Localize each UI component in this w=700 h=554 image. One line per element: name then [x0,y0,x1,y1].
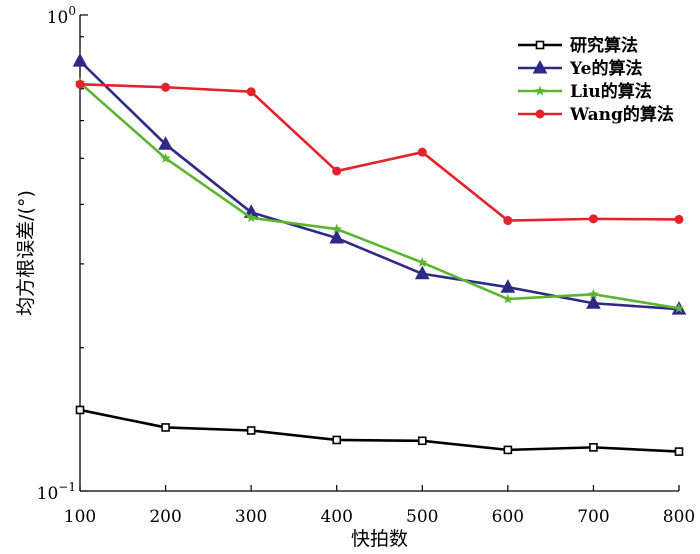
data-point [245,212,257,223]
data-point [500,279,516,293]
data-point [332,435,342,445]
x-tick-label: 100 [64,507,96,527]
x-ticks: 100 200 300 400 500 600 700 800 [64,485,695,527]
x-tick-label: 800 [663,507,695,527]
legend-label: Wang的算法 [569,104,674,125]
data-point [75,79,85,89]
y-ticks: 100 10−1 [37,4,88,504]
legend-item: Wang的算法 [518,104,674,125]
legend-item: Ye的算法 [518,58,642,79]
x-tick-label: 300 [235,507,267,527]
data-point [586,295,601,309]
legend-label: 研究算法 [570,35,638,56]
x-tick-label: 200 [149,507,181,527]
data-point [158,136,173,150]
data-point [417,147,427,157]
x-tick-label: 600 [492,507,524,527]
series-line [79,81,680,310]
x-tick-label: 500 [406,507,438,527]
data-point [674,447,684,456]
legend-marker [532,59,548,74]
data-point [331,223,342,234]
legend-label: Liu的算法 [570,81,652,102]
data-point [75,405,85,415]
data-point [503,445,513,455]
data-point [329,229,345,244]
data-point [417,436,427,446]
data-point [332,166,342,176]
data-point [503,216,513,226]
data-point [246,87,256,97]
series-3 [75,79,684,226]
series-layer [72,53,687,456]
data-point [673,302,685,313]
legend-marker [534,85,546,96]
data-point [588,288,599,299]
data-point [502,293,514,304]
y-tick-label: 10−1 [37,480,76,504]
x-axis-title: 快拍数 [351,528,408,550]
legend-item: Liu的算法 [518,81,652,102]
legend-marker [535,40,545,50]
data-point [589,443,598,452]
y-axis-title: 均方根误差/(°) [15,190,37,316]
data-point [417,257,428,267]
data-point [246,426,256,435]
data-point [674,214,684,224]
data-point [72,53,88,67]
series-line [79,60,680,311]
data-point [588,214,598,224]
data-point [161,82,171,92]
series-line [79,408,680,453]
legend-label: Ye的算法 [569,58,642,79]
data-point [160,152,171,163]
series-0 [75,405,684,456]
data-point [161,423,170,432]
x-tick-label: 700 [577,507,609,527]
data-point [414,265,430,280]
y-tick-label: 100 [47,4,76,28]
series-line [79,83,680,222]
legend-item: 研究算法 [518,35,638,56]
legend-marker [535,109,545,119]
x-tick-label: 400 [320,507,352,527]
